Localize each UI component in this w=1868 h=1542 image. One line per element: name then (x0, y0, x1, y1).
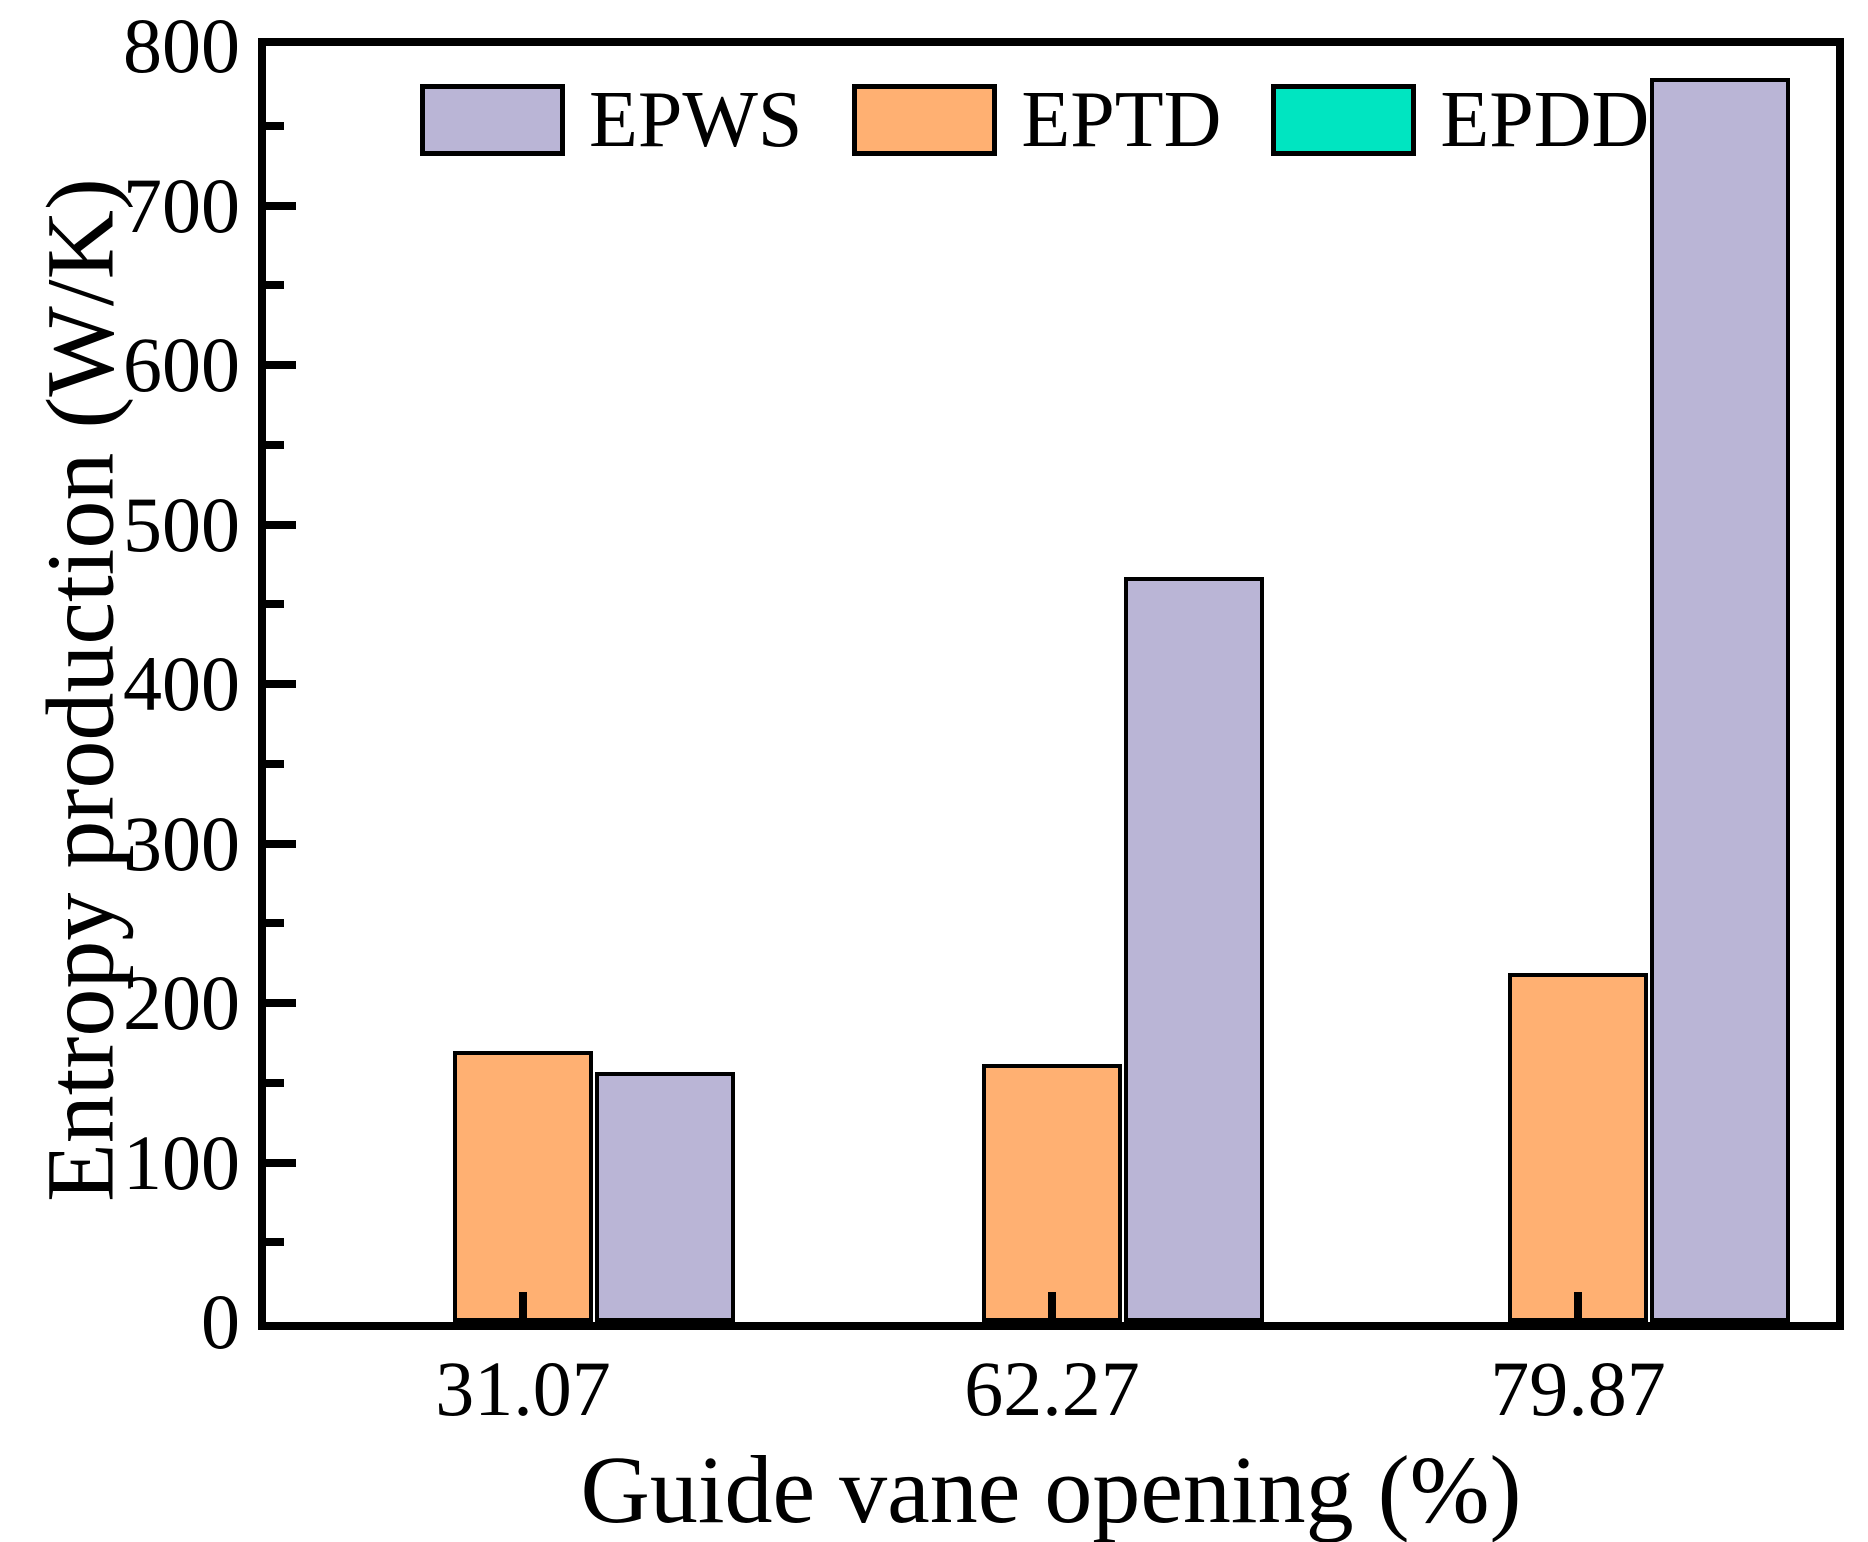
y-minor-tick-350 (266, 759, 284, 768)
y-tick-label-700: 700 (123, 161, 240, 249)
y-tick-label-200: 200 (123, 959, 240, 1046)
legend-label-epws: EPWS (589, 76, 803, 164)
y-major-tick-500 (266, 520, 296, 529)
legend-entry-eptd: EPTD (852, 80, 1221, 160)
legend-label-eptd: EPTD (1021, 76, 1222, 164)
bar-epws-79.87 (1650, 77, 1790, 1322)
y-minor-tick-550 (266, 440, 284, 449)
y-tick-label-800: 800 (123, 2, 240, 89)
x-tick-label-62.27: 62.27 (964, 1345, 1140, 1432)
y-major-tick-100 (266, 1158, 296, 1167)
y-tick-label-600: 600 (123, 321, 240, 408)
y-major-tick-600 (266, 361, 296, 369)
plot-area (266, 46, 1836, 1322)
y-tick-label-0: 0 (201, 1278, 240, 1365)
y-major-tick-400 (266, 680, 296, 688)
legend-swatch-epws (420, 84, 565, 156)
y-major-tick-200 (266, 999, 296, 1007)
bar-eptd-31.07 (453, 1050, 593, 1322)
y-tick-label-300: 300 (123, 799, 240, 887)
legend-label-epdd: EPDD (1440, 76, 1650, 164)
x-tick-31.07 (519, 1292, 527, 1322)
y-tick-label-500: 500 (123, 480, 240, 568)
x-tick-62.27 (1048, 1292, 1056, 1322)
y-minor-tick-650 (266, 281, 284, 290)
x-tick-79.87 (1574, 1292, 1582, 1322)
y-tick-label-100: 100 (123, 1118, 240, 1206)
y-minor-tick-50 (266, 1238, 284, 1247)
y-minor-tick-150 (266, 1078, 284, 1087)
legend-swatch-epdd (1271, 84, 1417, 156)
bar-epws-62.27 (1124, 577, 1264, 1322)
y-minor-tick-250 (266, 919, 284, 928)
y-major-tick-700 (266, 201, 296, 210)
x-tick-label-79.87: 79.87 (1490, 1345, 1666, 1432)
x-axis-title: Guide vane opening (%) (580, 1436, 1522, 1542)
legend-entry-epdd: EPDD (1271, 80, 1649, 160)
y-major-tick-300 (266, 839, 296, 848)
bar-eptd-79.87 (1508, 972, 1648, 1322)
bar-epws-31.07 (595, 1071, 735, 1322)
y-minor-tick-450 (266, 600, 284, 609)
x-tick-label-31.07: 31.07 (435, 1345, 611, 1432)
legend-swatch-eptd (852, 84, 998, 156)
y-minor-tick-750 (266, 121, 284, 130)
legend-entry-epws: EPWS (420, 80, 802, 160)
y-tick-label-400: 400 (123, 640, 240, 727)
bar-eptd-62.27 (982, 1063, 1122, 1322)
legend: EPWS EPTD EPDD (420, 80, 1649, 160)
